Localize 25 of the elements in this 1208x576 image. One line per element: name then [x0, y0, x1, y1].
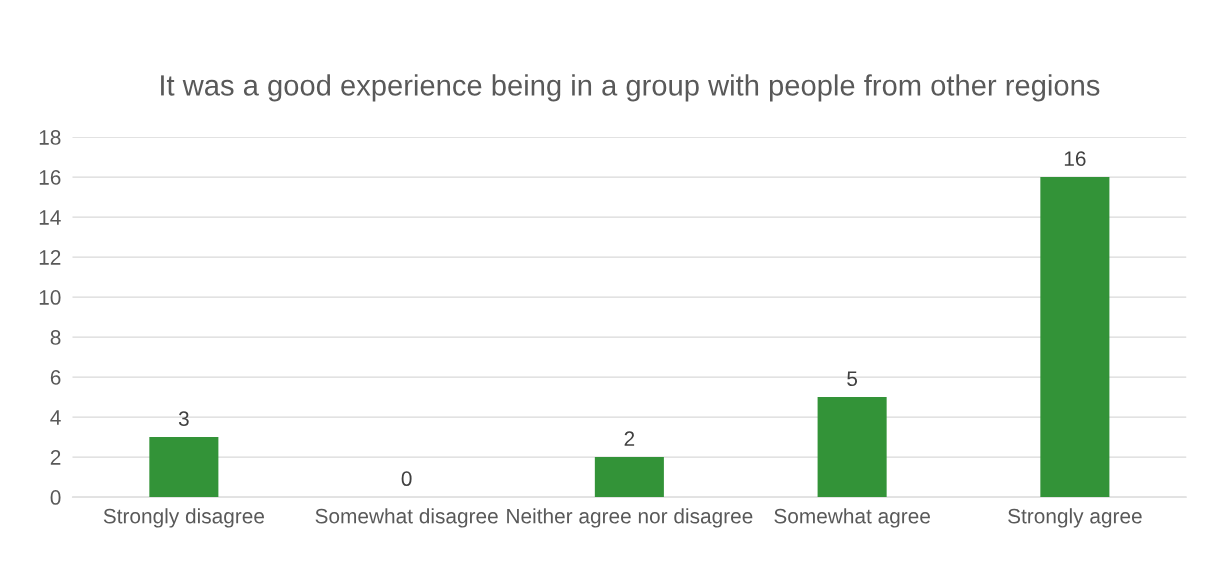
- y-tick-label: 16: [39, 170, 61, 185]
- y-tick-label: 12: [39, 250, 61, 265]
- y-tick-label: 8: [50, 330, 61, 345]
- data-label: 2: [624, 431, 635, 446]
- x-tick-label: Strongly agree: [1008, 508, 1142, 528]
- bar: [594, 457, 664, 498]
- y-tick-label: 18: [39, 130, 61, 145]
- y-tick-label: 6: [50, 370, 61, 385]
- y-tick-label: 4: [50, 410, 61, 425]
- data-label: 3: [178, 411, 189, 427]
- bar: [817, 397, 887, 498]
- y-tick-label: 0: [50, 490, 61, 505]
- chart-title: It was a good experience being in a group with people from other regions: [161, 74, 1100, 102]
- x-tick-label: Strongly disagree: [103, 508, 264, 528]
- x-tick-label: Somewhat agree: [774, 508, 930, 528]
- bar: [1040, 177, 1110, 498]
- data-label: 5: [847, 371, 858, 387]
- y-tick-label: 10: [39, 290, 61, 305]
- y-tick-label: 2: [50, 450, 61, 465]
- y-tick-label: 14: [39, 210, 61, 225]
- x-tick-label: Neither agree nor disagree: [507, 508, 753, 528]
- data-label: 16: [1064, 151, 1086, 167]
- data-label: 0: [401, 471, 412, 487]
- x-tick-label: Somewhat disagree: [315, 508, 498, 528]
- bar: [149, 437, 219, 498]
